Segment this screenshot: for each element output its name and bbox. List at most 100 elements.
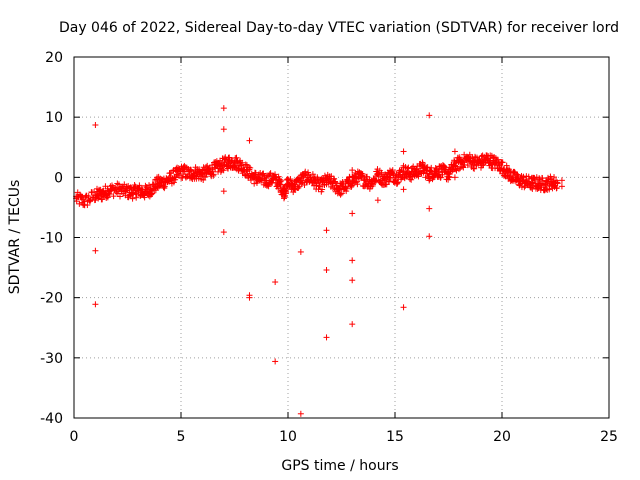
- data-point: [105, 187, 112, 194]
- data-point: [225, 159, 232, 166]
- data-point: [394, 179, 401, 186]
- data-point: [310, 177, 317, 184]
- data-point: [509, 174, 516, 181]
- data-point: [86, 197, 93, 204]
- data-point: [98, 191, 105, 198]
- data-point: [152, 187, 159, 194]
- data-point: [478, 153, 485, 160]
- outlier-point: [349, 321, 356, 328]
- data-point: [490, 159, 497, 166]
- data-point: [551, 174, 558, 181]
- data-point: [128, 189, 135, 196]
- data-point: [451, 162, 458, 169]
- data-point: [280, 189, 287, 196]
- data-point: [426, 171, 433, 178]
- outlier-point: [92, 121, 99, 128]
- y-tick-label: -30: [40, 351, 63, 367]
- data-point: [471, 165, 478, 172]
- data-point: [331, 175, 338, 182]
- data-point: [115, 181, 122, 188]
- data-point: [295, 184, 302, 191]
- data-point: [464, 156, 471, 163]
- outlier-point: [400, 304, 407, 311]
- grid-lines: [74, 57, 609, 418]
- data-point: [348, 182, 355, 189]
- data-point: [522, 179, 529, 186]
- data-point: [535, 180, 542, 187]
- data-point: [202, 174, 209, 181]
- data-point: [362, 177, 369, 184]
- outlier-point: [451, 148, 458, 155]
- data-point: [443, 166, 450, 173]
- data-point: [199, 171, 206, 178]
- data-point: [119, 185, 126, 192]
- outlier-point: [400, 186, 407, 193]
- x-tick-label: 0: [70, 429, 79, 445]
- data-point: [243, 167, 250, 174]
- data-point: [337, 191, 344, 198]
- data-point: [237, 162, 244, 169]
- data-point: [503, 168, 510, 175]
- data-point: [76, 200, 83, 207]
- data-point: [172, 174, 179, 181]
- outlier-point: [246, 137, 253, 144]
- data-point: [122, 188, 129, 195]
- outlier-point: [400, 148, 407, 155]
- data-point: [381, 177, 388, 184]
- data-point: [496, 162, 503, 169]
- outlier-point: [220, 126, 227, 133]
- data-point: [276, 180, 283, 187]
- outlier-point: [426, 233, 433, 240]
- data-point: [419, 165, 426, 172]
- data-point: [338, 190, 345, 197]
- data-point: [298, 180, 305, 187]
- data-point: [329, 180, 336, 187]
- outlier-point: [220, 105, 227, 112]
- outlier-point: [272, 358, 279, 365]
- data-point: [280, 195, 287, 202]
- outlier-point: [558, 177, 565, 184]
- data-point: [251, 180, 258, 187]
- data-point: [281, 194, 288, 201]
- data-point: [494, 156, 501, 163]
- data-point: [154, 180, 161, 187]
- outlier-point: [92, 301, 99, 308]
- data-point: [117, 193, 124, 200]
- data-point: [457, 165, 464, 172]
- data-point: [173, 171, 180, 178]
- chart-title: Day 046 of 2022, Sidereal Day-to-day VTE…: [59, 20, 619, 36]
- data-point: [141, 189, 148, 196]
- y-tick-label: 0: [54, 170, 63, 186]
- data-point: [148, 186, 155, 193]
- data-point: [285, 180, 291, 187]
- data-point: [275, 185, 282, 192]
- data-point: [424, 164, 431, 171]
- data-point: [548, 179, 555, 186]
- data-point: [405, 164, 412, 171]
- data-point: [263, 177, 270, 184]
- outlier-point: [272, 279, 279, 286]
- data-point: [265, 183, 272, 190]
- data-point: [85, 193, 92, 200]
- outlier-point: [92, 247, 99, 254]
- data-point: [92, 192, 99, 199]
- data-point: [305, 169, 312, 176]
- data-point: [167, 175, 174, 182]
- outlier-point: [374, 197, 381, 204]
- data-point: [368, 180, 375, 187]
- outlier-point: [323, 227, 330, 234]
- data-point: [106, 191, 113, 198]
- data-point: [342, 183, 349, 190]
- outlier-point: [349, 277, 356, 284]
- x-tick-label: 20: [493, 429, 511, 445]
- data-point: [180, 168, 187, 175]
- data-point: [149, 190, 156, 197]
- data-point: [275, 173, 282, 180]
- data-point: [374, 171, 381, 178]
- data-point: [516, 177, 523, 184]
- data-point: [406, 171, 413, 178]
- data-point: [84, 202, 91, 209]
- data-point: [110, 193, 117, 200]
- y-tick-label: -10: [40, 231, 63, 247]
